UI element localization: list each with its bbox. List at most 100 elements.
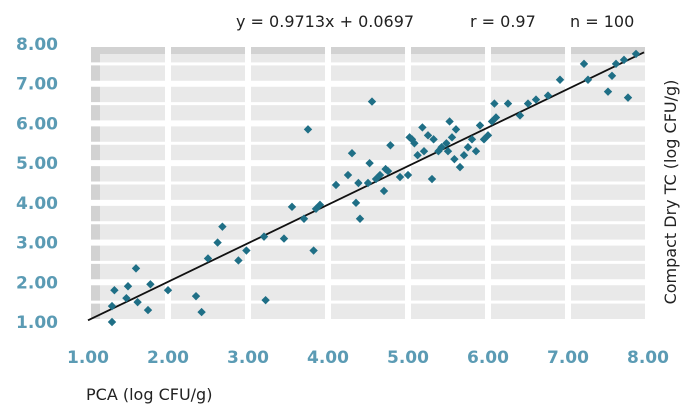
- data-point: [123, 282, 133, 291]
- y-tick-label: 8.00: [16, 35, 58, 55]
- data-point: [413, 151, 422, 160]
- regression-line: [87, 51, 645, 322]
- data-point: [203, 254, 213, 263]
- data-point: [503, 99, 513, 108]
- y-tick-label: 1.00: [16, 313, 58, 333]
- data-point: [442, 139, 451, 148]
- data-point: [463, 143, 473, 152]
- data-point: [343, 170, 353, 180]
- equation-label: y = 0.9713x + 0.0697: [236, 12, 414, 31]
- y-tick-label: 3.00: [16, 234, 58, 254]
- data-point: [218, 222, 227, 231]
- grid-lines: [85, 41, 651, 325]
- y-tick-label: 2.00: [16, 273, 58, 293]
- data-point: [131, 264, 141, 273]
- data-point: [234, 256, 243, 265]
- data-point: [133, 297, 142, 307]
- data-point: [354, 178, 363, 188]
- data-point: [450, 154, 459, 164]
- data-point: [287, 202, 297, 212]
- data-points: [107, 49, 641, 327]
- data-point: [429, 135, 438, 144]
- data-point: [379, 186, 389, 196]
- data-point: [375, 170, 385, 180]
- data-point: [365, 158, 374, 168]
- data-point: [631, 49, 641, 59]
- data-point: [471, 147, 481, 156]
- data-point: [418, 123, 427, 132]
- data-point: [315, 200, 325, 210]
- data-point: [347, 149, 357, 158]
- data-point: [445, 117, 454, 126]
- data-point: [363, 178, 373, 188]
- x-tick-labels: 1.00 2.00 3.00 4.00 5.00 6.00 7.00 8.00: [67, 348, 669, 368]
- y-tick-label: 4.00: [16, 194, 58, 214]
- data-point: [213, 238, 222, 247]
- x-axis-label: PCA (log CFU/g): [86, 385, 212, 404]
- y-tick-label: 5.00: [16, 154, 58, 174]
- y-axis-label: Compact Dry TC (log CFU/g): [661, 80, 680, 305]
- data-point: [437, 143, 446, 152]
- data-point: [242, 246, 251, 255]
- data-point: [261, 295, 270, 305]
- data-point: [191, 291, 201, 301]
- data-point: [475, 121, 485, 130]
- data-point: [443, 147, 453, 156]
- y-tick-labels: 1.00 2.00 3.00 4.00 5.00 6.00 7.00 8.00: [16, 35, 58, 333]
- data-point: [303, 125, 313, 134]
- data-point: [515, 111, 525, 120]
- data-point: [459, 151, 469, 160]
- data-point: [163, 286, 173, 295]
- data-point: [619, 55, 629, 65]
- data-point: [455, 162, 465, 172]
- data-point: [146, 280, 155, 289]
- data-point: [603, 87, 613, 96]
- data-point: [583, 75, 593, 84]
- y-tick-label: 7.00: [16, 75, 58, 95]
- y-tick-label: 6.00: [16, 114, 58, 134]
- data-point: [491, 113, 501, 122]
- x-tick-label: 1.00: [67, 348, 109, 368]
- x-tick-label: 3.00: [227, 348, 269, 368]
- data-point: [107, 301, 117, 311]
- data-point: [555, 75, 565, 84]
- data-point: [279, 234, 289, 243]
- data-point: [419, 147, 429, 156]
- x-tick-label: 7.00: [547, 348, 589, 368]
- data-point: [403, 170, 413, 180]
- data-point: [197, 307, 206, 317]
- data-point: [110, 286, 119, 295]
- data-point: [386, 141, 395, 150]
- data-point: [483, 131, 493, 140]
- data-point: [122, 293, 131, 303]
- data-point: [423, 131, 433, 140]
- data-point: [467, 135, 477, 144]
- data-point: [299, 214, 309, 223]
- data-point: [607, 71, 617, 80]
- data-point: [447, 133, 457, 142]
- data-point: [383, 166, 393, 176]
- x-tick-label: 2.00: [147, 348, 189, 368]
- data-point: [543, 91, 553, 100]
- data-point: [367, 97, 377, 106]
- data-point: [309, 246, 318, 255]
- x-tick-label: 4.00: [307, 348, 349, 368]
- data-point: [623, 93, 633, 102]
- data-point: [611, 59, 621, 69]
- data-point: [490, 99, 499, 108]
- data-point: [531, 95, 541, 104]
- data-point: [579, 59, 589, 69]
- data-point: [427, 174, 437, 184]
- x-tick-label: 6.00: [467, 348, 509, 368]
- data-point: [410, 139, 419, 148]
- data-point: [351, 198, 361, 208]
- x-tick-label: 5.00: [387, 348, 429, 368]
- x-tick-label: 8.00: [627, 348, 669, 368]
- data-point: [107, 317, 117, 327]
- plot-inner: [100, 54, 648, 322]
- data-point: [331, 180, 341, 190]
- data-point: [143, 305, 153, 315]
- data-point: [523, 99, 533, 108]
- n-value-label: n = 100: [570, 12, 634, 31]
